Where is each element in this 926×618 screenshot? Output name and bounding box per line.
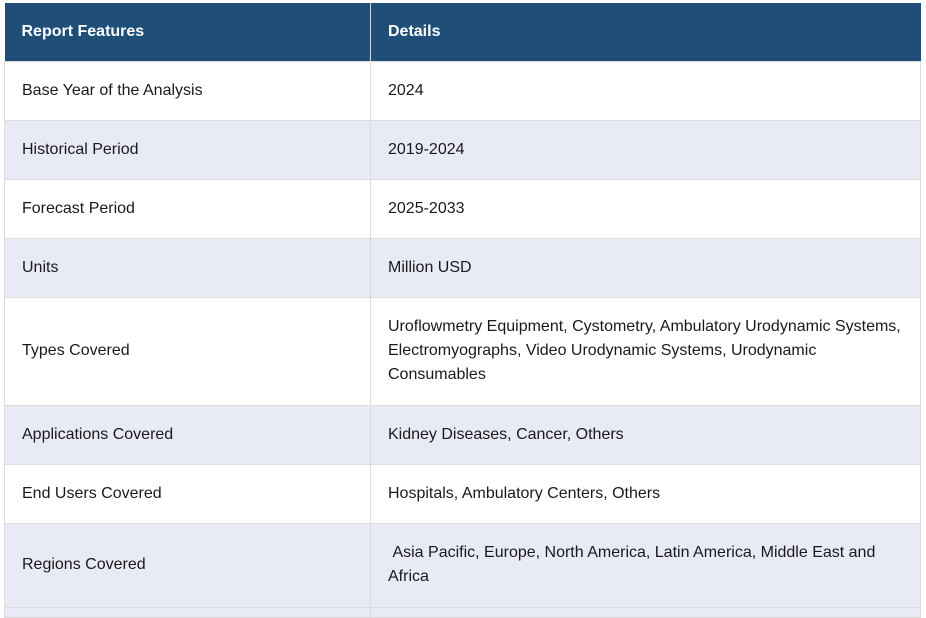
details-cell: 2024 [370, 60, 921, 121]
table-row: Historical Period 2019-2024 [4, 119, 921, 180]
table-row: Units Million USD [4, 237, 921, 298]
details-cell: Uroflowmetry Equipment, Cystometry, Ambu… [370, 296, 921, 406]
details-cell: 2019-2024 [370, 119, 921, 180]
details-cell: Hospitals, Ambulatory Centers, Others [370, 463, 921, 524]
details-cell: 2025-2033 [370, 178, 921, 239]
table-row: Base Year of the Analysis 2024 [4, 60, 921, 121]
table-row: Regions Covered Asia Pacific, Europe, No… [4, 522, 921, 608]
table-header-row: Report Features Details [4, 3, 921, 61]
feature-cell: Units [4, 237, 371, 298]
feature-cell: Applications Covered [4, 404, 371, 465]
feature-cell: Regions Covered [4, 522, 371, 608]
feature-cell: Base Year of the Analysis [4, 60, 371, 121]
details-cell: Asia Pacific, Europe, North America, Lat… [370, 522, 921, 608]
table-row: Forecast Period 2025-2033 [4, 178, 921, 239]
header-details: Details [370, 3, 921, 61]
report-features-table: Report Features Details Base Year of the… [4, 3, 921, 618]
table-row: Types Covered Uroflowmetry Equipment, Cy… [4, 296, 921, 406]
header-report-features: Report Features [4, 3, 371, 61]
details-cell: Million USD [370, 237, 921, 298]
feature-cell: End Users Covered [4, 463, 371, 524]
feature-cell: Types Covered [4, 296, 371, 406]
details-cell: Kidney Diseases, Cancer, Others [370, 404, 921, 465]
table-row: Applications Covered Kidney Diseases, Ca… [4, 404, 921, 465]
table-row: End Users Covered Hospitals, Ambulatory … [4, 463, 921, 524]
feature-cell: Forecast Period [4, 178, 371, 239]
feature-cell: Historical Period [4, 119, 371, 180]
